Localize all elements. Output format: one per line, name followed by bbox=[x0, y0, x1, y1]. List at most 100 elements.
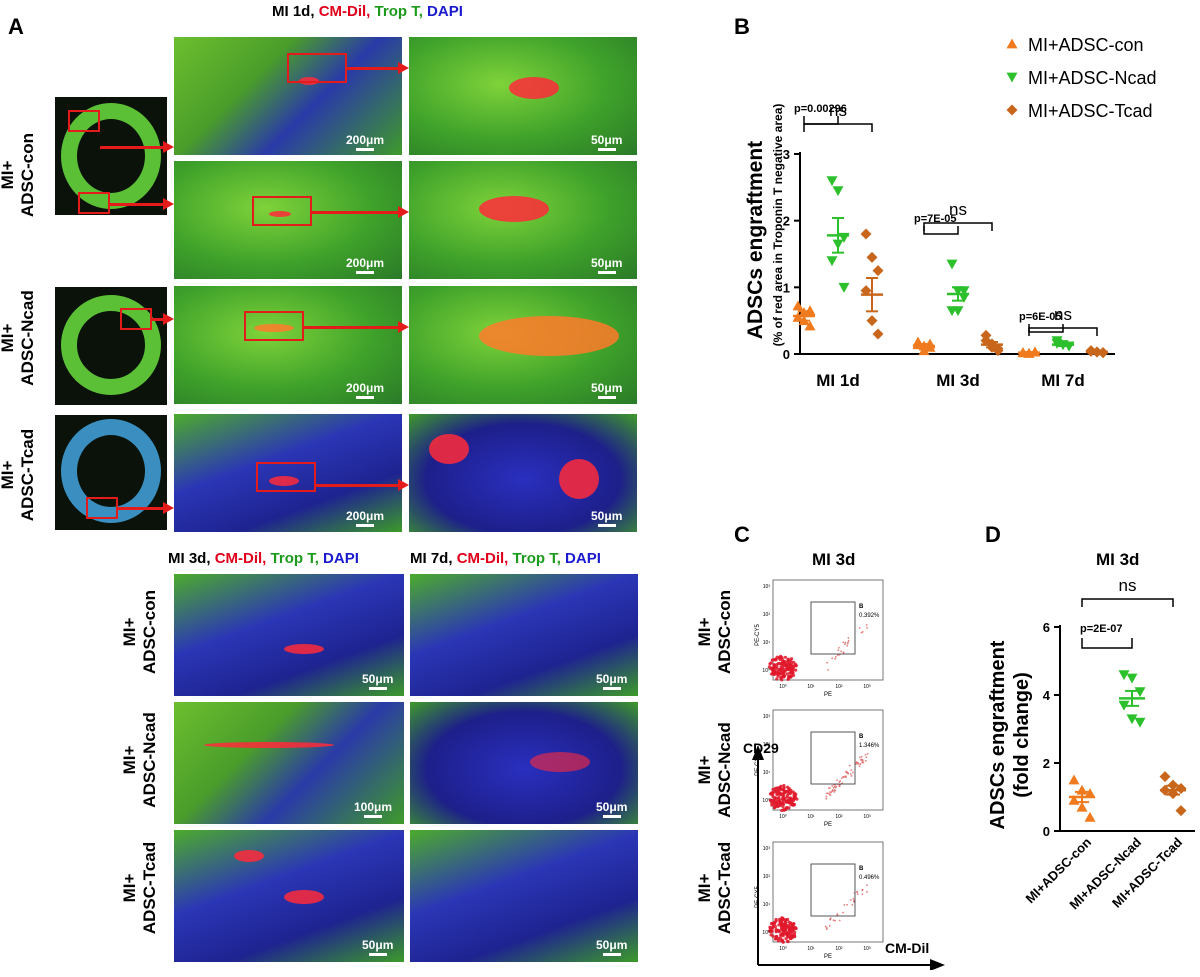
c-event-dot bbox=[776, 789, 780, 793]
c-event-dot bbox=[790, 935, 794, 939]
c-event-dot bbox=[858, 765, 861, 768]
c-event-dot bbox=[831, 657, 834, 660]
c-event-dot bbox=[780, 808, 784, 813]
roi-box bbox=[252, 196, 312, 226]
c-event-dot bbox=[845, 770, 848, 773]
c-event-dot bbox=[784, 928, 788, 932]
c-event-dot bbox=[859, 763, 862, 765]
c-event-dot bbox=[793, 926, 797, 930]
c-event-dot bbox=[791, 673, 796, 677]
c-event-dot bbox=[866, 884, 868, 887]
zoom-con-2-1d: 50μm bbox=[409, 161, 637, 279]
b-ns-label: ns bbox=[1054, 305, 1072, 324]
c-event-dot bbox=[825, 795, 828, 798]
c-event-dot bbox=[787, 929, 791, 933]
c-event-dot bbox=[848, 764, 851, 767]
c-facs-ytick: 10⁰ bbox=[762, 668, 770, 674]
c-event-dot bbox=[792, 803, 796, 807]
row-label-con-1d: MI+ ADSC-con bbox=[0, 132, 37, 218]
c-event-dot bbox=[831, 790, 833, 793]
b-data-point bbox=[958, 292, 970, 303]
b-data-point bbox=[872, 328, 884, 340]
c-axis-x-arrow bbox=[930, 959, 945, 970]
section-ncad-1d: 200μm bbox=[174, 286, 402, 404]
c-facs-ytick: 10⁰ bbox=[762, 930, 770, 936]
c-event-dot bbox=[856, 891, 859, 893]
d-data-point bbox=[1175, 805, 1187, 817]
panel-d-title: MI 3d bbox=[1096, 550, 1140, 569]
panel-label-b: B bbox=[734, 14, 750, 39]
c-event-dot bbox=[866, 626, 868, 629]
panel-a-header-3d: MI 3d, CM-Dil, Trop T, DAPI bbox=[168, 550, 359, 567]
c-event-dot bbox=[770, 658, 774, 662]
b-ylabel-sub: (% of red area in Troponin T negative ar… bbox=[771, 104, 785, 347]
c-event-dot bbox=[784, 937, 788, 941]
d-data-point bbox=[1126, 673, 1138, 684]
d-data-point bbox=[1159, 771, 1171, 783]
c-event-dot bbox=[838, 919, 841, 922]
roi-box bbox=[86, 497, 118, 519]
c-facs-ytick: 10² bbox=[763, 612, 771, 618]
d-ytick-label: 4 bbox=[1043, 688, 1051, 703]
c-event-dot bbox=[842, 641, 845, 644]
c-axis-x-label: CM-Dil bbox=[885, 940, 929, 956]
zoom-arrow bbox=[100, 141, 174, 153]
c-event-dot bbox=[789, 803, 793, 807]
b-data-point bbox=[952, 306, 964, 317]
panel-a-header-7d: MI 7d, CM-Dil, Trop T, DAPI bbox=[410, 550, 601, 567]
c-event-dot bbox=[831, 785, 834, 787]
c-event-dot bbox=[851, 903, 854, 906]
c-event-dot bbox=[838, 781, 841, 783]
c-event-dot bbox=[775, 786, 779, 790]
c-event-dot bbox=[827, 668, 830, 671]
section-ncad-7d: 50μm bbox=[410, 702, 638, 824]
c-event-dot bbox=[775, 677, 779, 681]
c-gate-percent: 1.346% bbox=[859, 743, 880, 749]
b-category-label: MI 3d bbox=[936, 371, 979, 390]
c-event-dot bbox=[825, 797, 828, 800]
d-pvalue-label: p=2E-07 bbox=[1080, 623, 1123, 635]
c-event-dot bbox=[840, 650, 843, 653]
c-facs-xtick: 10³ bbox=[863, 684, 871, 690]
panel-a-header-1d: MI 1d, CM-Dil, Trop T, DAPI bbox=[272, 3, 463, 20]
c-event-dot bbox=[782, 783, 786, 788]
b-legend-marker bbox=[1006, 72, 1018, 83]
c-event-dot bbox=[834, 657, 837, 660]
c-event-dot bbox=[783, 790, 787, 795]
d-ytick-label: 6 bbox=[1043, 620, 1050, 635]
zoom-arrow bbox=[118, 502, 174, 514]
b-data-point bbox=[792, 300, 804, 311]
b-ns-bracket bbox=[803, 123, 873, 132]
zoom-arrow bbox=[347, 62, 409, 74]
zoom-tcad-1d: 50μm bbox=[409, 414, 637, 532]
c-event-dot bbox=[779, 784, 783, 788]
c-event-dot bbox=[860, 631, 863, 634]
c-event-dot bbox=[779, 921, 783, 925]
c-gate-name: B bbox=[859, 866, 864, 872]
c-event-dot bbox=[770, 672, 774, 676]
c-facs-ytick: 10³ bbox=[763, 584, 771, 590]
c-event-dot bbox=[770, 929, 774, 933]
c-event-dot bbox=[784, 661, 788, 665]
roi-box bbox=[244, 311, 304, 341]
c-event-dot bbox=[852, 771, 854, 774]
d-data-point bbox=[1134, 687, 1146, 698]
zoom-ncad-1d: 50μm bbox=[409, 286, 637, 404]
c-facs-xtick: 10² bbox=[835, 946, 843, 952]
c-facs-xtick: 10³ bbox=[863, 814, 871, 820]
c-event-dot bbox=[829, 791, 831, 793]
c-event-dot bbox=[862, 761, 865, 764]
d-data-point bbox=[1134, 717, 1146, 728]
d-ns-label: ns bbox=[1119, 576, 1137, 595]
row-label-ncad-3d7d: MI+ ADSC-Ncad bbox=[120, 712, 159, 808]
roi-box bbox=[287, 53, 347, 83]
d-category-label: MI+ADSC-Tcad bbox=[1109, 834, 1185, 910]
c-event-dot bbox=[772, 665, 776, 670]
zoom-arrow bbox=[110, 198, 174, 210]
b-ytick-label: 1 bbox=[783, 280, 790, 295]
b-pvalue-label: p=7E-05 bbox=[914, 213, 957, 225]
c-event-dot bbox=[775, 792, 779, 797]
b-p-bracket bbox=[803, 116, 839, 125]
c-event-dot bbox=[779, 803, 783, 807]
c-event-dot bbox=[846, 644, 849, 647]
